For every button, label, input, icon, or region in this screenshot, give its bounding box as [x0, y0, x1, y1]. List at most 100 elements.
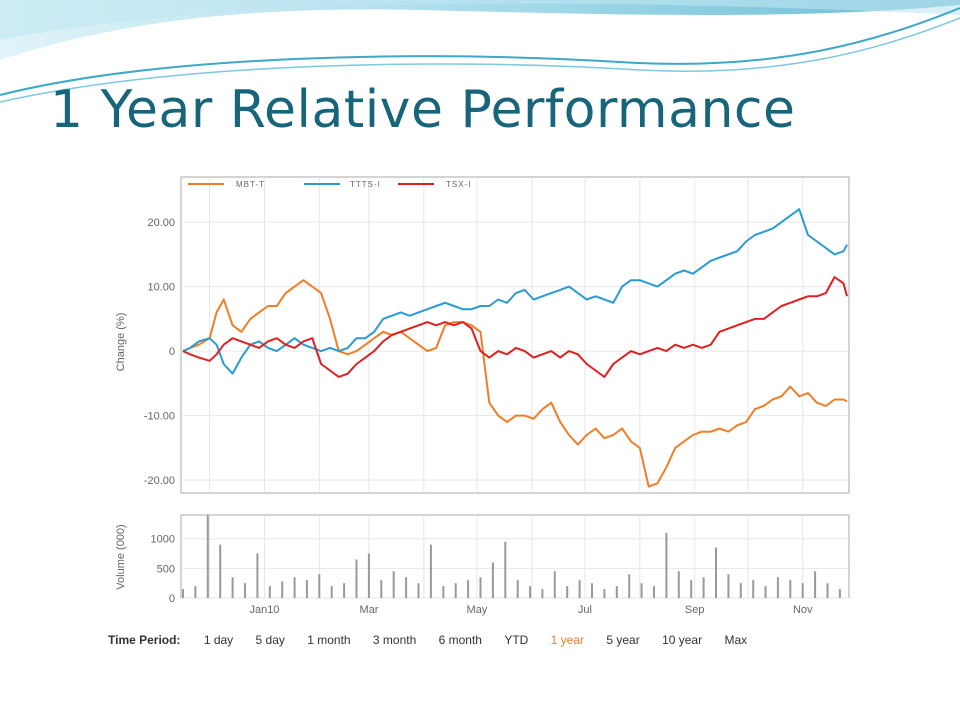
- volume-bar: [789, 580, 792, 598]
- legend-label-ttts: TTTS-I: [350, 180, 381, 189]
- volume-bar: [244, 583, 246, 598]
- volume-bar: [615, 586, 618, 598]
- volume-y-tick-label: 500: [157, 563, 175, 575]
- volume-bar: [640, 583, 643, 598]
- time-period-bar: Time Period: 1 day 5 day 1 month 3 month…: [108, 633, 766, 647]
- volume-bar: [516, 580, 519, 598]
- legend-label-tsx: TSX-I: [446, 180, 471, 189]
- volume-bar: [702, 577, 705, 599]
- volume-y-tick-labels: 1000 500 0: [151, 534, 175, 605]
- slide-title: 1 Year Relative Performance: [50, 80, 796, 140]
- volume-bar: [690, 580, 693, 598]
- volume-bar: [479, 577, 482, 599]
- volume-bar: [330, 586, 333, 598]
- volume-bar: [504, 541, 507, 598]
- price-y-tick-label: -20.00: [144, 475, 175, 487]
- volume-bar: [752, 580, 755, 598]
- period-option-max[interactable]: Max: [724, 633, 748, 647]
- volume-bar: [541, 589, 544, 598]
- volume-bar: [776, 577, 779, 599]
- x-tick-label: May: [467, 604, 488, 616]
- period-option-5-day[interactable]: 5 day: [255, 633, 285, 647]
- volume-bar: [194, 586, 197, 598]
- volume-bar: [814, 571, 817, 598]
- volume-bar: [305, 580, 308, 598]
- volume-bar: [256, 553, 259, 598]
- volume-bar: [826, 583, 829, 598]
- volume-bar: [219, 544, 222, 598]
- period-option-6-month[interactable]: 6 month: [438, 633, 482, 647]
- volume-bar: [665, 532, 668, 598]
- volume-bars: [182, 515, 841, 599]
- volume-bar: [764, 586, 767, 598]
- volume-bar: [392, 571, 395, 598]
- period-option-5-year[interactable]: 5 year: [606, 633, 640, 647]
- volume-bar: [380, 580, 383, 598]
- price-y-tick-label: 0: [169, 346, 175, 358]
- volume-bar: [653, 586, 655, 598]
- price-y-tick-label: -10.00: [144, 411, 175, 423]
- volume-bar: [578, 580, 581, 598]
- legend-label-mbt: MBT-T: [236, 180, 265, 189]
- volume-bar: [231, 577, 234, 599]
- x-tick-label: Jul: [578, 604, 592, 616]
- volume-plot-area: [180, 514, 850, 599]
- period-option-10-year[interactable]: 10 year: [662, 633, 703, 647]
- series-line-ttts-i: [182, 208, 848, 375]
- period-option-1-year[interactable]: 1 year: [550, 633, 585, 647]
- volume-bar: [739, 583, 742, 598]
- volume-bar: [429, 544, 432, 598]
- price-y-axis-title: Change (%): [115, 313, 127, 372]
- period-option-1-month[interactable]: 1 month: [307, 633, 351, 647]
- volume-bar: [442, 586, 445, 598]
- volume-bar: [566, 586, 569, 598]
- stock-chart-panel: 20.00 10.00 0 -10.00 -20.00 Change (%) MBT-T…: [96, 160, 864, 670]
- volume-bar: [591, 583, 593, 598]
- volume-bar: [603, 589, 606, 598]
- volume-bar: [491, 562, 494, 598]
- series-line-mbt-t: [182, 279, 848, 488]
- x-tick-label: Nov: [793, 604, 813, 616]
- volume-bar: [677, 571, 680, 598]
- volume-bar: [343, 583, 346, 598]
- volume-bar: [293, 577, 296, 599]
- volume-bar: [529, 586, 532, 598]
- volume-bar: [467, 580, 470, 598]
- period-option-1-day[interactable]: 1 day: [203, 633, 234, 647]
- price-plot-area: [180, 176, 850, 494]
- price-y-tick-labels: 20.00 10.00 0 -10.00 -20.00: [144, 217, 175, 487]
- volume-y-axis-title: Volume (000): [115, 524, 127, 589]
- volume-bar: [367, 553, 370, 598]
- volume-bar: [182, 589, 184, 598]
- time-period-label: Time Period:: [108, 633, 181, 647]
- volume-bar: [355, 559, 358, 598]
- volume-y-tick-label: 0: [169, 593, 175, 605]
- period-option-ytd[interactable]: YTD: [504, 633, 529, 647]
- x-tick-labels: Jan10 Mar May Jul Sep Nov: [249, 604, 813, 616]
- period-option-3-month[interactable]: 3 month: [372, 633, 417, 647]
- volume-bar: [454, 583, 457, 598]
- x-tick-label: Sep: [685, 604, 705, 616]
- volume-bar: [801, 583, 804, 598]
- header-swoosh-decoration: [0, 0, 960, 103]
- volume-bar: [628, 574, 631, 598]
- volume-bar: [281, 581, 284, 598]
- volume-bar: [727, 574, 730, 598]
- volume-bar: [206, 515, 209, 598]
- legend: MBT-T TTTS-I TSX-I: [188, 180, 471, 189]
- chart-svg: 20.00 10.00 0 -10.00 -20.00 Change (%) MBT-T…: [115, 176, 850, 616]
- volume-bar: [715, 547, 717, 598]
- series-line-tsx-i: [182, 276, 848, 378]
- volume-bar: [553, 571, 556, 598]
- price-y-tick-label: 10.00: [147, 282, 175, 294]
- price-gridlines: [181, 177, 849, 493]
- volume-gridlines: [181, 515, 849, 599]
- x-tick-label: Mar: [359, 604, 378, 616]
- price-y-tick-label: 20.00: [147, 217, 175, 229]
- volume-y-tick-label: 1000: [151, 534, 175, 546]
- price-series-lines: [182, 208, 848, 488]
- volume-bar: [417, 583, 420, 598]
- x-tick-label: Jan10: [249, 604, 279, 616]
- volume-bar: [405, 577, 408, 599]
- volume-bar: [838, 589, 841, 598]
